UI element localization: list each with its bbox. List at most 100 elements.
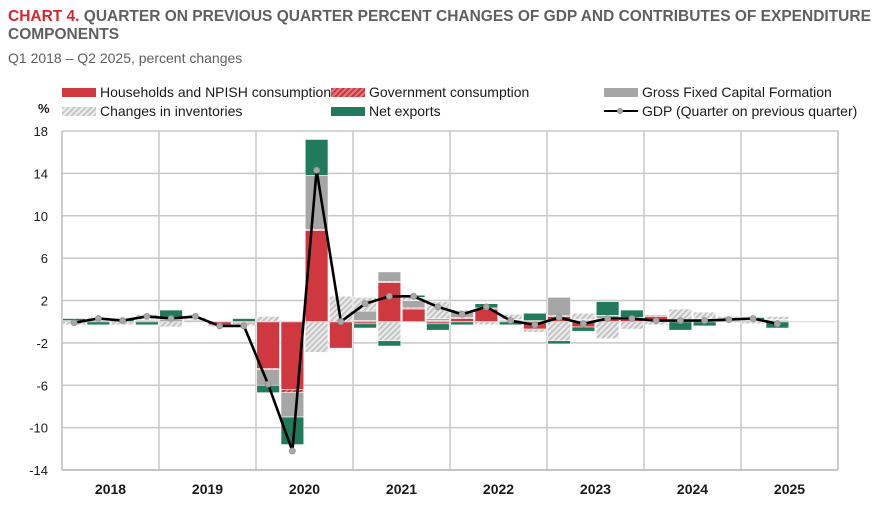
x-tick-label: 2024 <box>677 481 708 497</box>
bar-government <box>644 315 668 317</box>
bar-net-exports <box>377 340 402 347</box>
gdp-point <box>701 317 709 325</box>
x-tick-label: 2020 <box>289 481 320 497</box>
bar-net-exports <box>595 301 620 316</box>
bar-inventories <box>547 321 571 342</box>
axes <box>61 131 839 471</box>
bar-inventories <box>571 312 596 320</box>
bar-inventories <box>159 321 183 328</box>
gdp-point <box>94 315 102 322</box>
gdp-point <box>385 292 393 300</box>
x-tick-labels: 2018 2019 2020 2021 2022 2023 2024 2025 <box>95 481 805 497</box>
bar-households <box>377 282 402 322</box>
gdp-point <box>749 315 757 322</box>
x-tick-label: 2025 <box>774 481 805 497</box>
y-tick-label: -6 <box>36 378 48 393</box>
bar-households <box>329 321 353 349</box>
gdp-point <box>604 315 612 322</box>
bar-inventories <box>765 316 790 320</box>
gdp-line-series <box>70 166 781 455</box>
legend-item-households: Households and NPISH consumption <box>62 84 331 100</box>
legend-swatch-government <box>331 87 365 97</box>
gdp-point <box>313 166 321 174</box>
bar-gfcf <box>547 297 571 316</box>
gdp-point <box>191 312 199 320</box>
gdp-point <box>652 317 660 325</box>
gdp-point <box>628 315 636 322</box>
y-tick-label: -10 <box>29 421 48 436</box>
bar-inventories <box>377 321 402 342</box>
grid-lines <box>62 130 838 471</box>
gdp-point <box>773 320 781 328</box>
gdp-point <box>143 312 151 320</box>
gdp-point <box>337 318 345 326</box>
legend-swatch-gfcf <box>604 87 638 97</box>
legend-label-households: Households and NPISH consumption <box>100 84 332 100</box>
gdp-point <box>579 320 587 328</box>
bar-net-exports <box>353 323 377 329</box>
legend-label-gdp: GDP (Quarter on previous quarter) <box>642 103 858 119</box>
bar-net-exports <box>547 340 571 345</box>
legend-swatch-households <box>62 87 96 97</box>
bar-gfcf <box>426 318 450 321</box>
chart-number: CHART 4. <box>8 8 80 25</box>
gdp-line <box>73 168 778 453</box>
legend-item-net-exports: Net exports <box>331 103 441 119</box>
gdp-point <box>555 314 563 321</box>
x-tick-label: 2019 <box>192 481 223 497</box>
gdp-point <box>434 303 442 311</box>
legend-swatch-net-exports <box>331 106 365 116</box>
chart-title-text: QUARTER ON PREVIOUS QUARTER PERCENT CHAN… <box>8 8 871 43</box>
gdp-point <box>676 317 684 325</box>
bar-gfcf <box>401 300 426 309</box>
gdp-point <box>482 303 490 311</box>
gdp-point <box>725 316 733 323</box>
y-tick-label: 14 <box>34 166 48 181</box>
bar-series <box>62 139 790 445</box>
legend-item-government: Government consumption <box>331 84 529 100</box>
x-tick-label: 2018 <box>95 481 126 497</box>
y-tick-labels: 18 14 10 6 2 -2 -6 -10 -14 <box>29 124 48 478</box>
legend-label-inventories: Changes in inventories <box>100 103 243 119</box>
bar-gfcf <box>280 392 305 418</box>
legend-label-gfcf: Gross Fixed Capital Formation <box>642 84 832 100</box>
gdp-point <box>458 310 466 318</box>
bar-inventories <box>595 321 620 339</box>
bar-net-exports <box>523 312 547 321</box>
gdp-point <box>119 317 127 325</box>
bar-inventories <box>523 328 547 333</box>
y-tick-label: 18 <box>34 124 48 139</box>
gdp-point <box>361 300 369 308</box>
legend-label-government: Government consumption <box>369 84 530 100</box>
bar-net-exports <box>571 326 596 332</box>
x-tick-label: 2022 <box>483 481 514 497</box>
gdp-point <box>167 315 175 322</box>
gdp-point <box>288 447 296 455</box>
bar-net-exports <box>426 323 450 331</box>
y-tick-label: 10 <box>34 209 48 224</box>
y-tick-label: 2 <box>41 294 48 309</box>
bar-households <box>401 308 426 322</box>
gdp-point <box>410 292 418 300</box>
legend-swatch-inventories <box>62 106 96 116</box>
bar-gfcf <box>353 310 377 321</box>
gdp-point <box>216 322 224 330</box>
gdp-point <box>70 319 78 327</box>
gdp-point <box>531 321 539 329</box>
x-tick-label: 2021 <box>386 481 417 497</box>
y-tick-label: 6 <box>41 251 48 266</box>
x-tick-label: 2023 <box>580 481 611 497</box>
y-axis-unit-label: % <box>38 101 50 116</box>
chart-title: CHART 4. QUARTER ON PREVIOUS QUARTER PER… <box>8 8 878 44</box>
legend-swatch-gdp-line <box>604 107 638 116</box>
gdp-point <box>507 317 515 325</box>
bar-government <box>280 389 305 393</box>
bar-inventories <box>256 316 280 322</box>
legend-item-gfcf: Gross Fixed Capital Formation <box>604 84 832 100</box>
gdp-point <box>240 322 248 330</box>
y-tick-label: -2 <box>36 336 48 351</box>
bar-inventories <box>620 321 644 330</box>
chart-subtitle: Q1 2018 – Q2 2025, percent changes <box>8 50 243 66</box>
bar-households <box>256 321 280 369</box>
